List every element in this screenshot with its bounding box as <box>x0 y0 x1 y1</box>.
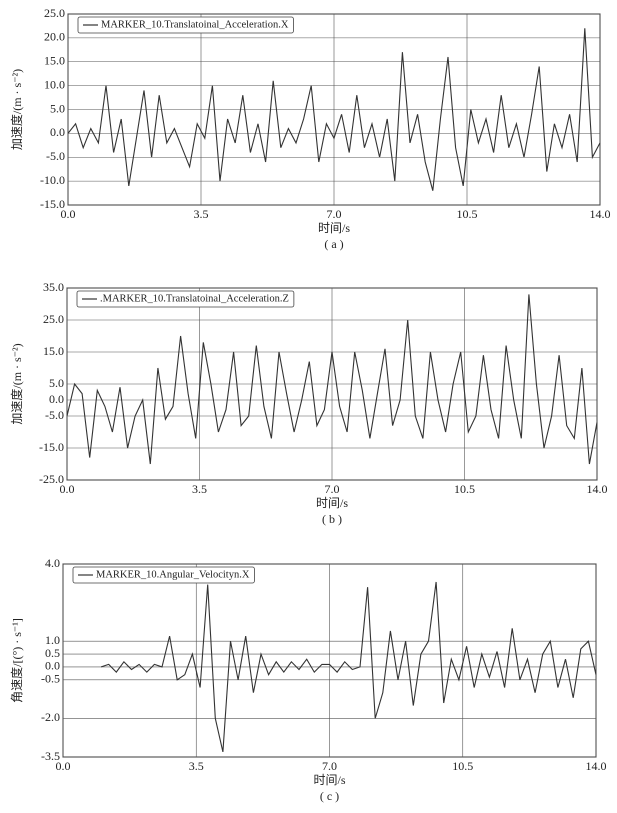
y-tick-label: 10.0 <box>44 77 65 91</box>
y-tick-label: 15.0 <box>43 344 64 358</box>
x-tick-label: 7.0 <box>327 207 342 221</box>
legend-box <box>76 290 295 308</box>
x-tick-label: 3.5 <box>189 759 204 773</box>
x-axis-label: 时间/s <box>318 221 350 235</box>
x-axis-label: 时间/s <box>316 496 348 510</box>
data-line <box>67 28 601 191</box>
y-axis-label: 角速度/[(°) · s⁻¹] <box>9 618 24 703</box>
legend-box <box>77 16 294 34</box>
x-tick-label: 14.0 <box>590 207 611 221</box>
x-tick-label: 3.5 <box>192 482 207 496</box>
x-tick-label: 10.5 <box>454 482 475 496</box>
caption: ( a ) <box>324 237 343 251</box>
x-tick-label: 10.5 <box>452 759 473 773</box>
legend-label: MARKER_10.Translatoinal_Acceleration.X <box>101 19 289 30</box>
data-line <box>100 581 597 753</box>
y-axis-label: 加速度/(m · s⁻²) <box>9 69 24 150</box>
y-tick-label: -5.0 <box>45 408 64 422</box>
y-tick-label: -15.0 <box>39 440 64 454</box>
x-tick-label: 0.0 <box>60 482 75 496</box>
legend-label: MARKER_10.Angular_Velocityn.X <box>96 569 250 580</box>
caption: ( c ) <box>320 789 339 803</box>
x-tick-label: 7.0 <box>325 482 340 496</box>
y-tick-label: 5.0 <box>49 376 64 390</box>
y-tick-label: 0.5 <box>45 646 60 660</box>
x-tick-label: 14.0 <box>587 482 608 496</box>
legend-label: .MARKER_10.Translatoinal_Acceleration.Z <box>100 293 289 304</box>
y-tick-label: -3.5 <box>41 749 60 763</box>
y-tick-label: 4.0 <box>45 556 60 570</box>
y-tick-label: 1.0 <box>45 633 60 647</box>
y-axis-label: 加速度/(m · s⁻²) <box>9 343 24 424</box>
y-tick-label: 25.0 <box>43 312 64 326</box>
y-tick-label: 0.0 <box>49 392 64 406</box>
y-tick-label: -2.0 <box>41 710 60 724</box>
y-tick-label: 20.0 <box>44 30 65 44</box>
x-axis-label: 时间/s <box>313 773 345 787</box>
y-tick-label: 0.0 <box>45 659 60 673</box>
x-tick-label: 10.5 <box>457 207 478 221</box>
legend-box <box>72 566 255 584</box>
x-tick-label: 0.0 <box>61 207 76 221</box>
x-tick-label: 0.0 <box>56 759 71 773</box>
y-tick-label: 15.0 <box>44 54 65 68</box>
y-tick-label: -5.0 <box>46 149 65 163</box>
y-tick-label: 0.0 <box>50 125 65 139</box>
caption: ( b ) <box>322 512 342 526</box>
y-tick-label: -10.0 <box>40 173 65 187</box>
y-tick-label: -0.5 <box>41 672 60 686</box>
y-tick-label: -15.0 <box>40 197 65 211</box>
data-line <box>66 294 598 465</box>
y-tick-label: -25.0 <box>39 472 64 486</box>
y-tick-label: 25.0 <box>44 6 65 20</box>
y-tick-label: 5.0 <box>50 101 65 115</box>
y-tick-label: 35.0 <box>43 280 64 294</box>
x-tick-label: 14.0 <box>586 759 607 773</box>
x-tick-label: 3.5 <box>194 207 209 221</box>
x-tick-label: 7.0 <box>322 759 337 773</box>
